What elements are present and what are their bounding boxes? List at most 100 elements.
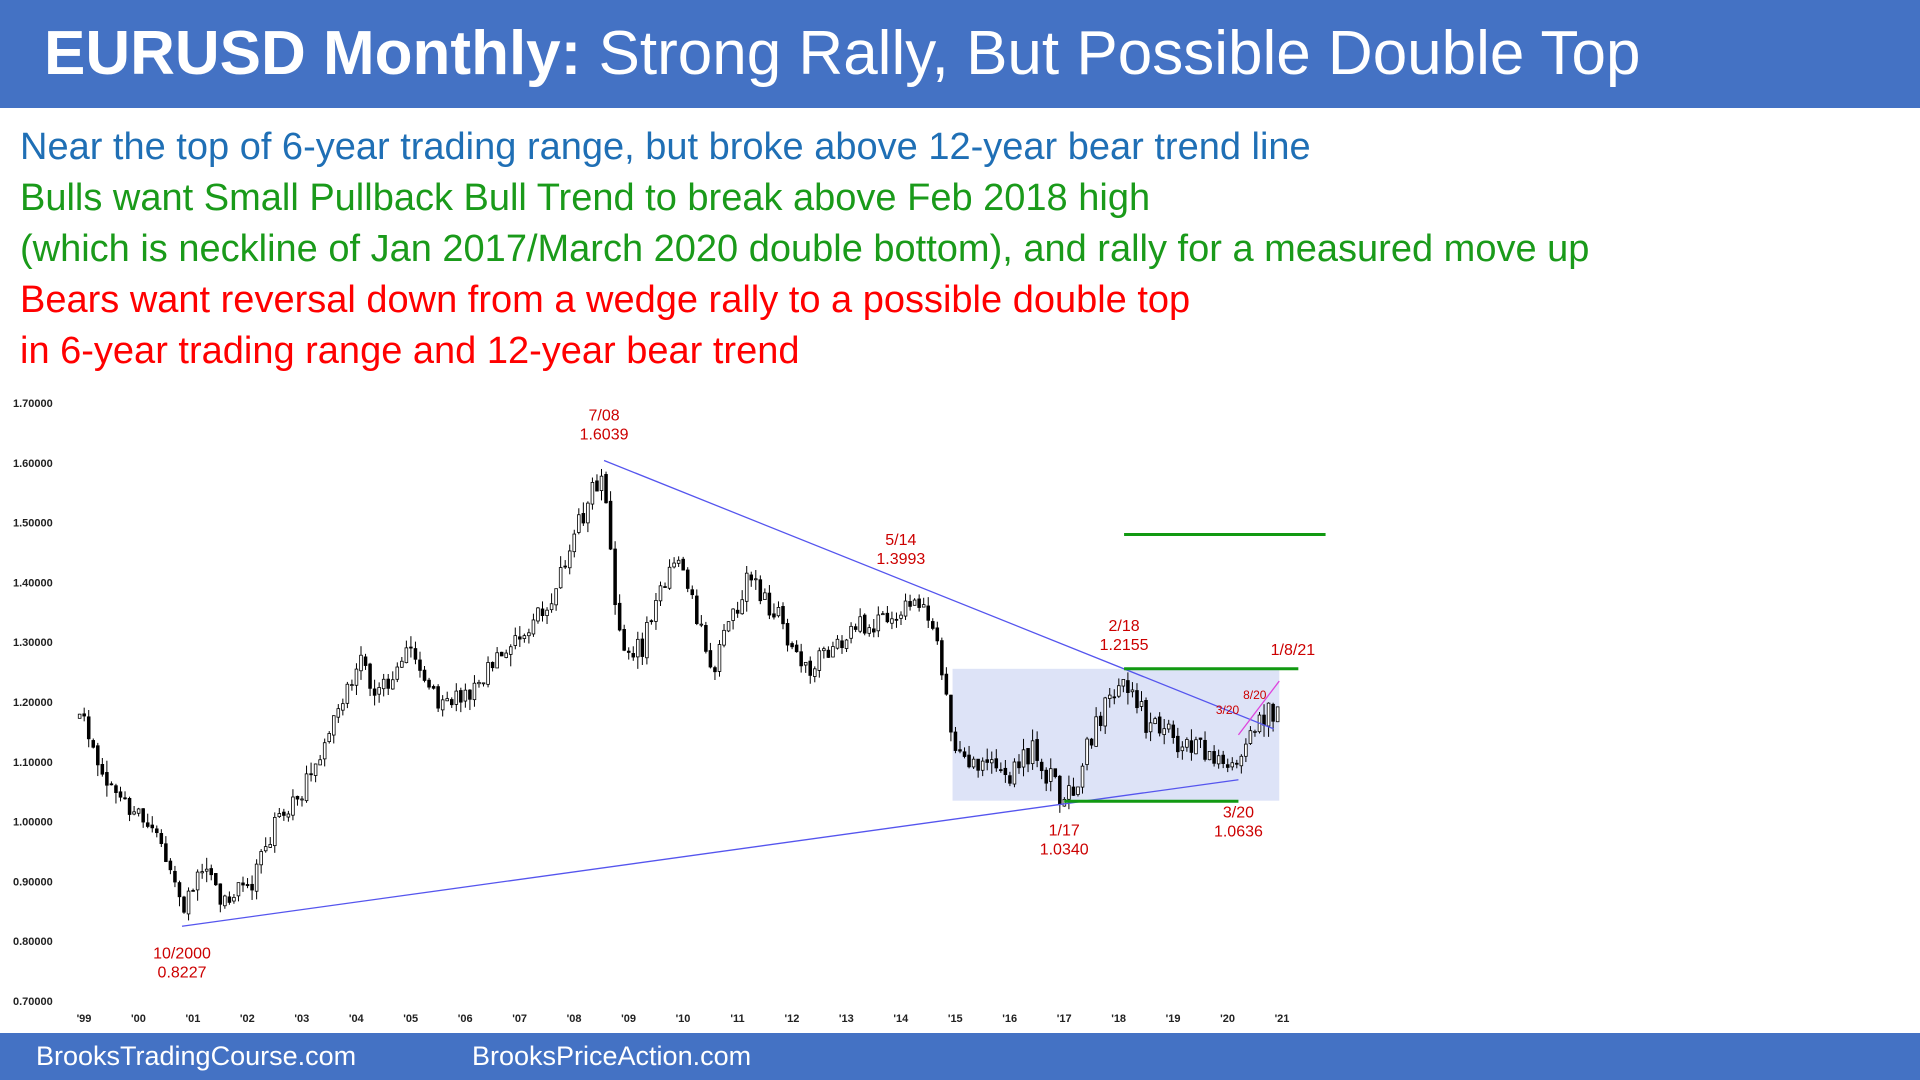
candle-body [1126, 680, 1130, 693]
candle-body [558, 567, 563, 589]
x-tick-label: '19 [1166, 1013, 1181, 1025]
candle-body [554, 588, 558, 606]
annotation-date-label: 1/17 [1049, 822, 1080, 839]
candle-body [1235, 762, 1239, 765]
candle-body [395, 666, 400, 680]
candle-body [958, 749, 962, 752]
note-line-4: Bears want reversal down from a wedge ra… [20, 279, 1191, 321]
candle-body [599, 475, 604, 492]
candle-body [227, 896, 232, 903]
candle-body [82, 713, 86, 717]
candle-body [105, 772, 109, 786]
candle-body [309, 773, 313, 776]
candle-body [794, 644, 799, 653]
annotation-date-label: 2/18 [1109, 618, 1140, 635]
candle-body [567, 550, 572, 569]
candle-body [259, 851, 263, 866]
x-tick-label: '00 [131, 1013, 146, 1025]
candle-body [350, 684, 354, 686]
candle-body [427, 679, 431, 688]
candle-body [1017, 761, 1021, 769]
candle-body [613, 548, 617, 606]
commentary-notes: Near the top of 6-year trading range, bu… [20, 122, 1589, 377]
candle-body [1035, 739, 1039, 761]
candle-body [1012, 761, 1017, 785]
candle-body [454, 690, 459, 705]
brooks-price-action-link[interactable]: BrooksPriceAction.com [472, 1041, 752, 1071]
candle-body [985, 759, 989, 763]
candle-body [826, 649, 831, 658]
candle-body [1253, 730, 1257, 733]
candle-body [182, 896, 186, 913]
candle-body [1003, 767, 1008, 776]
candle-body [282, 811, 286, 816]
candle-body [1185, 739, 1189, 748]
annotation-date-label: 8/20 [1243, 688, 1267, 702]
x-tick-label: '16 [1002, 1013, 1017, 1025]
candle-body [699, 623, 704, 626]
candle-body [763, 592, 767, 600]
candle-body [876, 614, 881, 632]
x-tick-label: '10 [676, 1013, 691, 1025]
candle-body [332, 715, 336, 736]
candle-body [622, 629, 626, 651]
x-tick-label: '05 [403, 1013, 418, 1025]
x-tick-label: '03 [294, 1013, 309, 1025]
header-bar: EURUSD Monthly: Strong Rally, But Possib… [0, 0, 1920, 108]
candle-body [926, 605, 930, 621]
candle-body [499, 651, 504, 657]
candle-body [132, 811, 136, 815]
candle-body [781, 606, 785, 625]
candle-body [803, 661, 808, 666]
candle-body [173, 870, 177, 883]
candle-body [522, 635, 527, 639]
candle-body [577, 514, 581, 533]
candle-body [917, 598, 921, 608]
candle-body [572, 533, 577, 553]
candle-body [313, 763, 318, 776]
candle-body [359, 654, 363, 672]
annotation-price-label: 1.3993 [876, 551, 925, 568]
candle-body [472, 682, 477, 701]
candle-body [495, 652, 499, 669]
candle-body [513, 635, 518, 646]
trendlines-layer [181, 459, 1326, 927]
candle-body [123, 797, 127, 800]
candle-body [962, 751, 967, 757]
brooks-trading-course-link[interactable]: BrooksTradingCourse.com [36, 1041, 357, 1071]
candle-body [409, 646, 413, 649]
candle-body [994, 758, 999, 769]
candle-body [463, 689, 468, 702]
candle-body [91, 740, 96, 748]
candle-body [336, 708, 341, 718]
y-tick-label: 1.00000 [13, 817, 53, 829]
note-line-1: Near the top of 6-year trading range, bu… [20, 126, 1311, 168]
candle-body [912, 599, 917, 606]
candle-body [1048, 768, 1053, 782]
candle-body [1162, 728, 1166, 736]
candle-body [150, 824, 155, 829]
annotation-date-label: 3/20 [1223, 805, 1254, 822]
candle-body [1135, 690, 1139, 709]
candle-body [531, 619, 536, 635]
candle-body [695, 595, 699, 624]
candle-body [300, 798, 304, 801]
candle-body [404, 647, 409, 664]
y-tick-label: 0.90000 [13, 876, 53, 888]
page-title: EURUSD Monthly: Strong Rally, But Possib… [44, 18, 1640, 90]
candle-body [1171, 724, 1176, 738]
x-tick-label: '04 [349, 1013, 365, 1025]
y-tick-label: 1.20000 [13, 697, 53, 709]
candle-body [1098, 715, 1103, 726]
candle-body [754, 578, 758, 581]
note-line-5: in 6-year trading range and 12-year bear… [20, 330, 800, 372]
candle-body [1067, 785, 1071, 800]
candle-body [581, 513, 586, 524]
candle-body [999, 769, 1003, 772]
candle-body [626, 650, 631, 653]
candle-body [1080, 765, 1085, 788]
candle-body [273, 816, 277, 847]
candle-body [935, 627, 940, 642]
title-rest: Strong Rally, But Possible Double Top [581, 19, 1641, 88]
candle-body [849, 625, 853, 639]
